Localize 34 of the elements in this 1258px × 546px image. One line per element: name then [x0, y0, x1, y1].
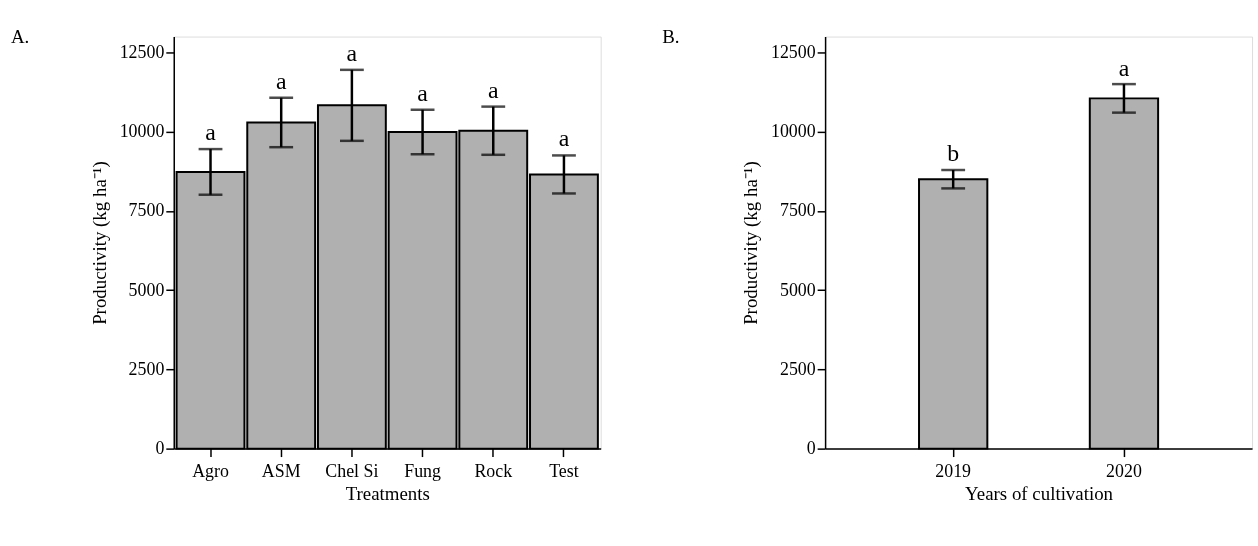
x-tick-label: 2019 [935, 460, 972, 481]
x-axis-title: Years of cultivation [965, 482, 1114, 504]
y-axis-title: Productivity (kg ha⁻¹) [740, 161, 763, 325]
y-tick-label: 10000 [119, 121, 165, 142]
annotation: a [487, 76, 499, 103]
y-axis-title: Productivity (kg ha⁻¹) [88, 161, 111, 325]
x-tick-label: Fung [404, 460, 441, 481]
y-tick-label: 12500 [119, 41, 165, 62]
y-tick-label: 0 [806, 438, 816, 459]
annotation: a [1118, 55, 1130, 82]
y-tick-label: 2500 [779, 358, 816, 379]
annotation: b [947, 140, 960, 167]
text: A. [10, 25, 30, 47]
text: B. [662, 25, 680, 47]
x-tick-label: Rock [474, 460, 513, 481]
annotation: a [205, 119, 217, 146]
annotation: a [346, 39, 358, 66]
y-tick-label: 2500 [128, 358, 165, 379]
x-tick-label: Agro [192, 460, 229, 481]
x-tick-label: Test [549, 460, 579, 481]
annotation: a [417, 79, 429, 106]
y-tick-label: 10000 [771, 121, 816, 142]
x-tick-label: ASM [261, 460, 301, 481]
annotation: a [275, 67, 287, 94]
x-tick-label: 2020 [1106, 460, 1142, 481]
y-tick-label: 7500 [128, 200, 165, 221]
y-tick-label: 12500 [771, 41, 816, 62]
y-tick-label: 5000 [779, 279, 816, 300]
y-tick-label: 5000 [128, 279, 165, 300]
x-axis-title: Treatments [345, 482, 430, 504]
y-tick-label: 7500 [779, 200, 816, 221]
y-tick-label: 0 [155, 438, 165, 459]
x-tick-label: Chel Si [325, 460, 379, 481]
annotation: a [558, 125, 570, 152]
